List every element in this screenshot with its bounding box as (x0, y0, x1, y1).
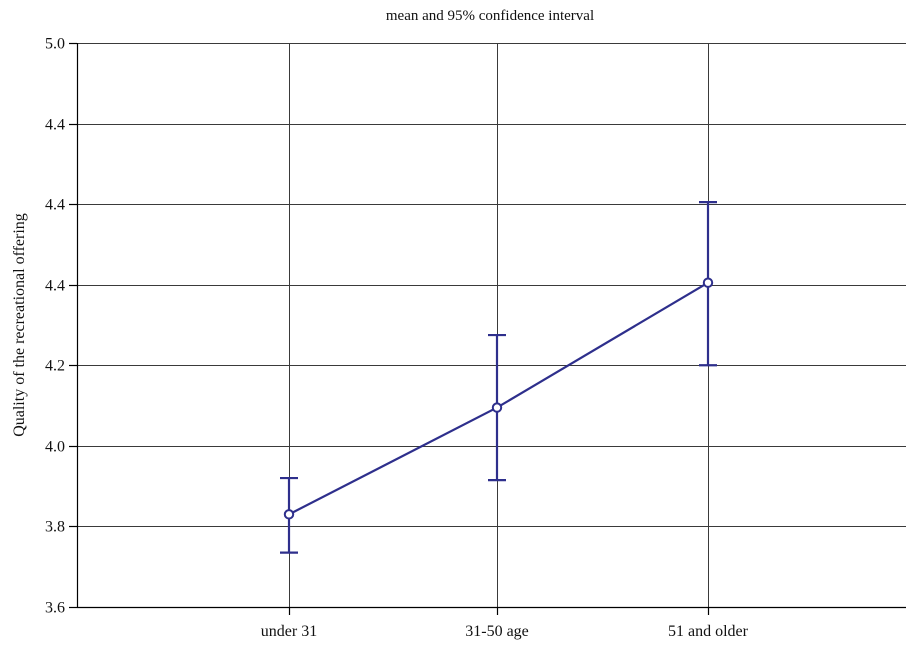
x-tick-label: 51 and older (668, 623, 749, 640)
y-axis-label: Quality of the recreational offering (11, 213, 28, 437)
y-tick-label: 4.4 (45, 197, 65, 214)
y-tick-label: 4.4 (45, 278, 65, 295)
y-tick-labels: 3.6 3.8 4.0 4.2 4.4 4.4 4.4 5.0 (45, 36, 65, 617)
y-tick-label: 4.0 (45, 439, 65, 456)
chart-title: mean and 95% confidence interval (386, 8, 594, 24)
data-points (283, 277, 714, 520)
y-tick-label: 5.0 (45, 36, 65, 53)
y-tick-label: 4.2 (45, 358, 65, 375)
x-tick-label: under 31 (261, 623, 317, 640)
y-tick-label: 4.4 (45, 117, 65, 134)
axes (69, 42, 906, 615)
error-bars (280, 201, 717, 554)
y-tick-label: 3.8 (45, 519, 65, 536)
y-tick-label: 3.6 (45, 600, 65, 617)
grid-lines (77, 43, 906, 608)
x-tick-labels: under 31 31-50 age 51 and older (261, 623, 749, 640)
data-point (283, 509, 295, 520)
data-point (702, 277, 714, 288)
data-point (491, 402, 503, 413)
x-tick-label: 31-50 age (465, 623, 529, 640)
